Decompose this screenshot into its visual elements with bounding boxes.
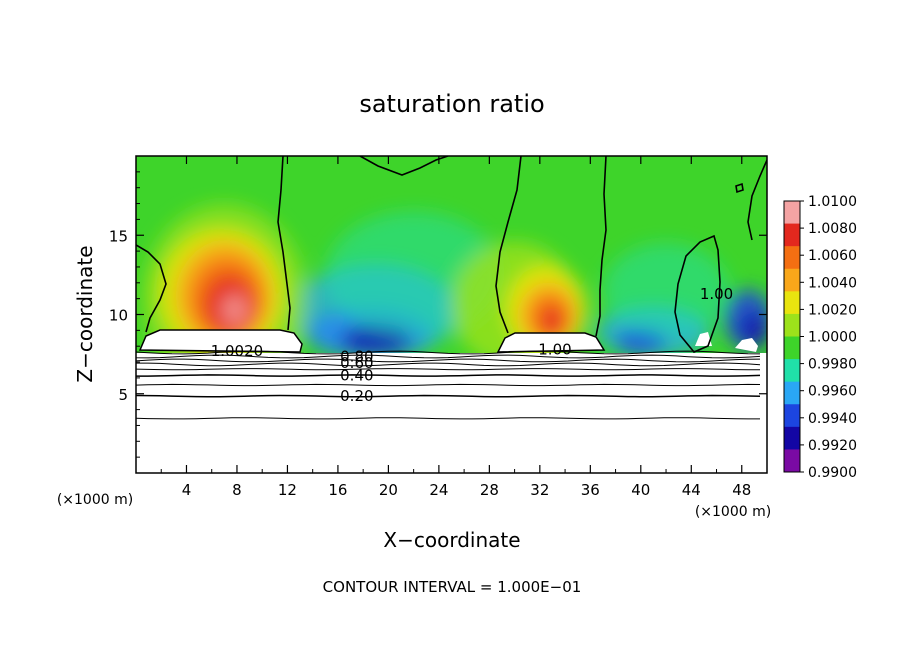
contour-lines (136, 350, 761, 420)
colorbar-swatch (784, 336, 800, 360)
colorbar-swatch (784, 359, 800, 383)
contour-line (136, 354, 761, 359)
subsaturated-layer (136, 353, 767, 473)
x-unit-right: (×1000 m) (695, 504, 771, 520)
x-tick-label: 40 (631, 481, 650, 499)
unity-contours (136, 156, 767, 353)
contour-label: 1.00 (538, 340, 571, 358)
y-axis-label: Z−coordinate (73, 245, 97, 382)
colorbar-swatch (784, 223, 800, 247)
contour-line (136, 394, 761, 398)
x-tick-label: 44 (682, 481, 701, 499)
y-tick-label: 10 (109, 307, 128, 325)
colorbar-label: 1.0000 (808, 330, 857, 346)
colorbar-swatch (784, 201, 800, 225)
colorbar: 1.0100 1.0080 1.0060 1.0040 1.0020 1.0000 0.99… (783, 194, 857, 481)
colorbar-swatch (784, 449, 800, 473)
colorbar-swatch (784, 268, 800, 292)
unity-contour-4 (495, 156, 522, 334)
contour-interval-note: CONTOUR INTERVAL = 1.000E−01 (323, 578, 582, 596)
contour-label: 1.0020 (211, 342, 264, 360)
contour-line (136, 417, 760, 420)
contour-label: 0.80 (340, 348, 373, 366)
colorbar-swatch (784, 426, 800, 450)
colorbar-swatch (784, 291, 800, 315)
cloud-cap-left (138, 329, 303, 353)
colorbar-label: 0.9920 (808, 438, 857, 454)
x-tick-label: 36 (581, 481, 600, 499)
colorbar-label: 0.9980 (808, 357, 857, 373)
colorbar-label: 1.0080 (808, 221, 857, 237)
x-tick-label: 48 (732, 481, 751, 499)
x-tick-label: 4 (182, 481, 192, 499)
x-tick-label: 28 (480, 481, 499, 499)
colorbar-swatch (784, 404, 800, 428)
x-unit-left: (×1000 m) (57, 492, 133, 508)
colorbar-label: 0.9900 (808, 465, 857, 481)
unity-contour-7 (747, 159, 767, 241)
y-tick-label: 15 (109, 227, 128, 245)
x-tick-label: 32 (530, 481, 549, 499)
x-axis-label: X−coordinate (383, 528, 520, 552)
contour-label: 0.40 (340, 367, 373, 385)
contour-line (136, 362, 761, 367)
colorbar-label: 0.9960 (808, 384, 857, 400)
colorbar-label: 1.0020 (808, 302, 857, 318)
plot-area: 1.00 1.00 1.0020 0.800.600.40 0.20 (136, 156, 767, 473)
x-tick-label: 24 (429, 481, 448, 499)
x-tick-label: 12 (278, 481, 297, 499)
contour-label: 1.00 (700, 285, 733, 303)
contour-line (136, 358, 761, 363)
colorbar-label: 1.0100 (808, 194, 857, 210)
unity-contour-3 (359, 156, 449, 176)
contour-line (136, 383, 761, 387)
colorbar-swatch (784, 381, 800, 405)
colorbar-label: 1.0060 (808, 248, 857, 264)
field-patch (221, 293, 248, 326)
colorbar-swatch (784, 246, 800, 270)
colorbar-label: 0.9940 (808, 411, 857, 427)
unity-contour-8 (735, 182, 744, 194)
colorbar-label: 1.0040 (808, 275, 857, 291)
x-tick-label: 20 (379, 481, 398, 499)
unity-contour-5 (595, 156, 607, 337)
y-tick-label: 5 (118, 386, 128, 404)
contour-line (136, 368, 760, 371)
colorbar-swatch (784, 313, 800, 337)
unity-contour-1 (136, 244, 167, 333)
x-tick-label: 16 (328, 481, 347, 499)
contour-line (136, 350, 761, 355)
contour-line (136, 374, 761, 377)
unity-contour-2 (277, 156, 291, 331)
field-layer (142, 203, 767, 394)
field-patch (602, 243, 730, 339)
contour-label: 0.60 (340, 354, 373, 372)
cloud-patch-right-2 (695, 332, 712, 346)
x-tick-label: 8 (232, 481, 242, 499)
field-patch (541, 306, 564, 336)
chart-title: saturation ratio (359, 90, 544, 118)
cloud-cap-middle (496, 332, 606, 353)
cloud-patch-right (735, 338, 758, 352)
contour-labels: 1.00 1.00 1.0020 0.800.600.40 0.20 (211, 285, 734, 405)
contour-label: 0.20 (340, 387, 373, 405)
unity-contour-6 (674, 234, 721, 353)
